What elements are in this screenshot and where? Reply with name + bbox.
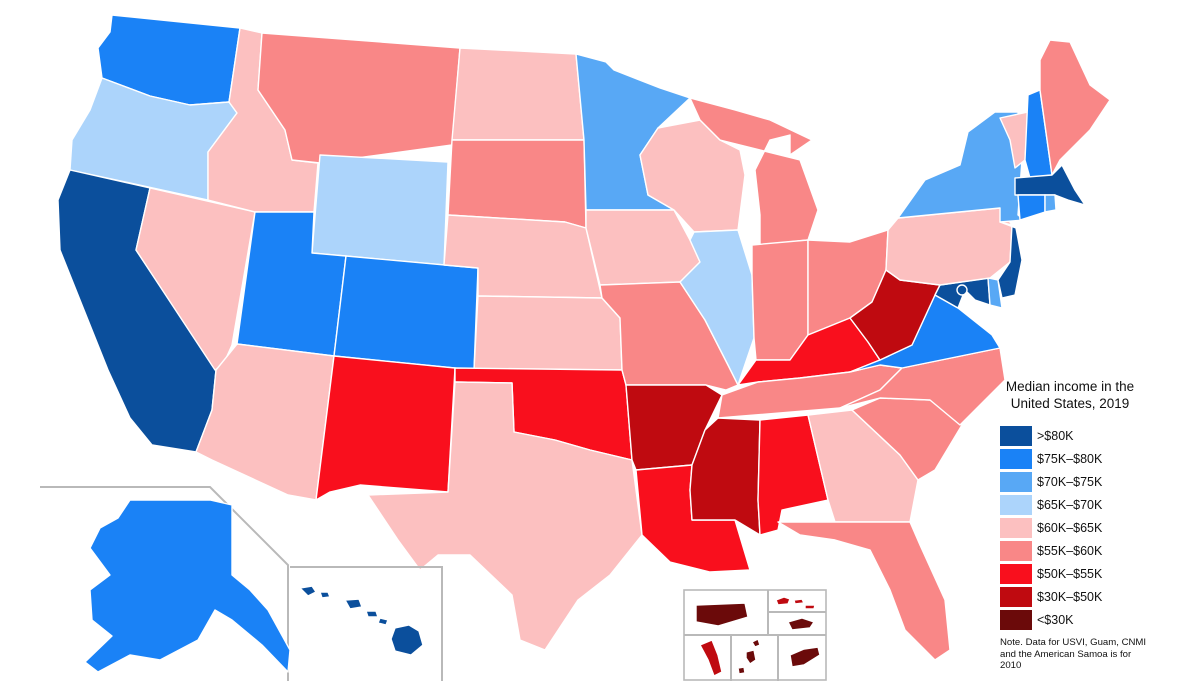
state-montana[interactable]: Montana [257, 32, 461, 164]
legend-item: $30K–$50K [1000, 585, 1196, 608]
contiguous-states: Washington Oregon California Nevada Idah… [57, 14, 1111, 661]
legend-swatch [1000, 494, 1032, 515]
legend-item: >$80K [1000, 424, 1196, 447]
state-pennsylvania[interactable]: Pennsylvania [885, 207, 1013, 286]
state-north-carolina[interactable]: North Carolina [839, 347, 1006, 426]
legend-swatch [1000, 425, 1032, 446]
legend-label: >$80K [1037, 428, 1074, 443]
state-michigan[interactable]: Michigan [689, 97, 819, 246]
legend-label: $70K–$75K [1037, 474, 1103, 489]
state-florida[interactable]: Florida [777, 521, 951, 661]
legend-label: $60K–$65K [1037, 520, 1103, 535]
state-mississippi[interactable]: Mississippi [689, 417, 761, 536]
legend-swatch [1000, 586, 1032, 607]
legend-item: $70K–$75K [1000, 470, 1196, 493]
state-new-jersey[interactable]: New Jersey [997, 221, 1023, 299]
legend-note: Note. Data for USVI, Guam, CNMI and the … [1000, 637, 1147, 671]
state-colorado[interactable]: Colorado [333, 255, 479, 371]
territory-northern-mariana-islands[interactable]: Northern Mariana Islands [737, 638, 821, 675]
legend-swatch [1000, 471, 1032, 492]
legend-items: >$80K $75K–$80K $70K–$75K $65K–$70K $60K… [1000, 424, 1196, 631]
legend-item: $50K–$55K [1000, 562, 1196, 585]
state-maine[interactable]: Maine [1039, 39, 1111, 176]
hawaii-inset: Hawaii [290, 566, 443, 681]
territory-american-samoa[interactable]: American Samoa [787, 617, 815, 631]
state-hawaii[interactable]: Hawaii [299, 585, 424, 656]
state-wyoming[interactable]: Wyoming [311, 154, 449, 266]
legend-item: $65K–$70K [1000, 493, 1196, 516]
state-texas[interactable]: Texas [367, 381, 643, 651]
legend-title: Median income in the United States, 2019 [1005, 379, 1135, 411]
legend-label: $55K–$60K [1037, 543, 1103, 558]
state-district-of-columbia[interactable]: District of Columbia [956, 284, 968, 296]
state-illinois[interactable]: Illinois [679, 229, 755, 386]
legend-item: $55K–$60K [1000, 539, 1196, 562]
territories-inset: Puerto Rico U.S. Virgin Islands American… [683, 589, 827, 681]
legend-swatch [1000, 563, 1032, 584]
legend-swatch [1000, 609, 1032, 630]
legend-label: $75K–$80K [1037, 451, 1103, 466]
state-south-dakota[interactable]: South Dakota [447, 139, 587, 229]
state-indiana[interactable]: Indiana [751, 239, 809, 361]
legend-label: $65K–$70K [1037, 497, 1103, 512]
alaska-inset: Alaska [40, 486, 291, 681]
state-north-dakota[interactable]: North Dakota [451, 47, 585, 141]
state-rhode-island[interactable]: Rhode Island [1044, 194, 1057, 213]
legend-label: <$30K [1037, 612, 1074, 627]
legend-swatch [1000, 517, 1032, 538]
legend-label: $50K–$55K [1037, 566, 1103, 581]
legend-item: $75K–$80K [1000, 447, 1196, 470]
legend-label: $30K–$50K [1037, 589, 1103, 604]
state-alaska[interactable]: Alaska [84, 499, 291, 673]
legend-swatch [1000, 540, 1032, 561]
legend-item: <$30K [1000, 608, 1196, 631]
state-iowa[interactable]: Iowa [585, 209, 701, 286]
state-new-mexico[interactable]: New Mexico [315, 355, 456, 501]
state-delaware[interactable]: Delaware [987, 277, 1003, 309]
legend: Median income in the United States, 2019… [1000, 378, 1196, 672]
state-vermont[interactable]: Vermont [999, 111, 1029, 169]
territory-guam[interactable]: Guam [699, 639, 723, 677]
legend-item: $60K–$65K [1000, 516, 1196, 539]
legend-swatch [1000, 448, 1032, 469]
territory-puerto-rico[interactable]: Puerto Rico [695, 602, 749, 627]
state-kansas[interactable]: Kansas [473, 295, 623, 371]
territory-us-virgin-islands[interactable]: U.S. Virgin Islands [775, 596, 816, 610]
state-connecticut[interactable]: Connecticut [1017, 194, 1046, 221]
